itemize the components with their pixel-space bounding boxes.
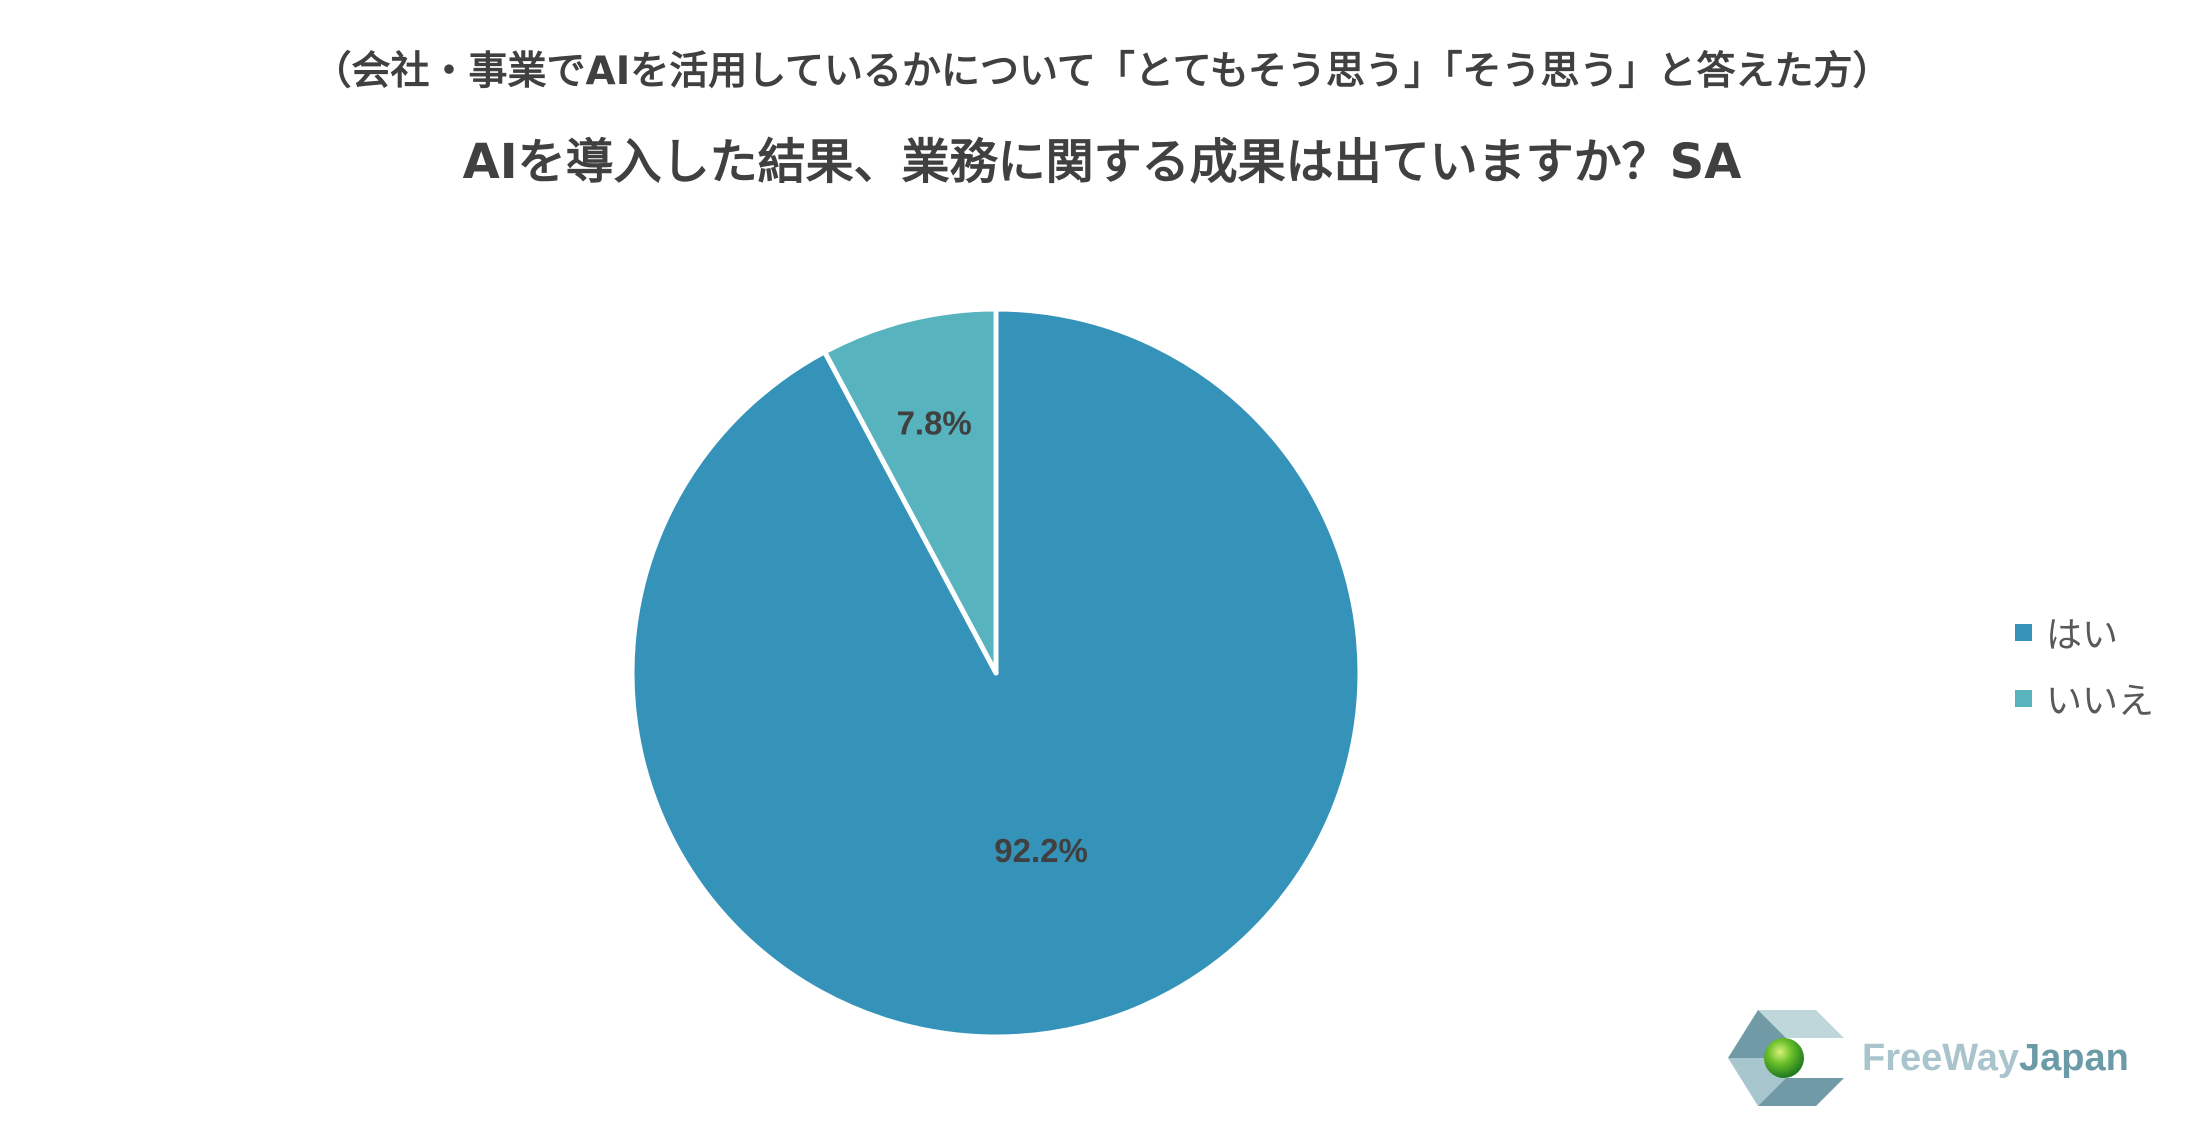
legend-item-iie: いいえ bbox=[2015, 674, 2154, 722]
chart-title: AIを導入した結果、業務に関する成果は出ていますか？SA bbox=[462, 134, 1742, 190]
brand-name-freeway: FreeWay bbox=[1862, 1036, 2019, 1079]
pie-slice-iie bbox=[822, 306, 999, 676]
brand-logo: FreeWayJapan bbox=[1728, 1010, 2129, 1106]
chart-legend: はい いいえ bbox=[2015, 608, 2154, 740]
legend-label-hai: はい bbox=[2046, 615, 2119, 656]
freewayjapan-logo-icon bbox=[1728, 1010, 1844, 1106]
legend-swatch-iie bbox=[2015, 689, 2032, 707]
pie-slices bbox=[629, 306, 1363, 1040]
legend-label-iie: いいえ bbox=[2046, 681, 2155, 722]
brand-name: FreeWayJapan bbox=[1862, 1037, 2129, 1080]
pie-data-label-iie: 7.8% bbox=[897, 405, 972, 442]
brand-name-japan: Japan bbox=[2019, 1036, 2129, 1079]
legend-swatch-hai bbox=[2015, 623, 2032, 641]
chart-subtitle: （会社・事業でAIを活用しているかについて「とてもそう思う」「そう思う」と答えた… bbox=[312, 49, 1892, 94]
pie-data-label-hai: 92.2% bbox=[994, 832, 1088, 869]
legend-item-hai: はい bbox=[2015, 608, 2154, 656]
pie-data-labels: 92.2% 7.8% bbox=[897, 405, 1088, 869]
